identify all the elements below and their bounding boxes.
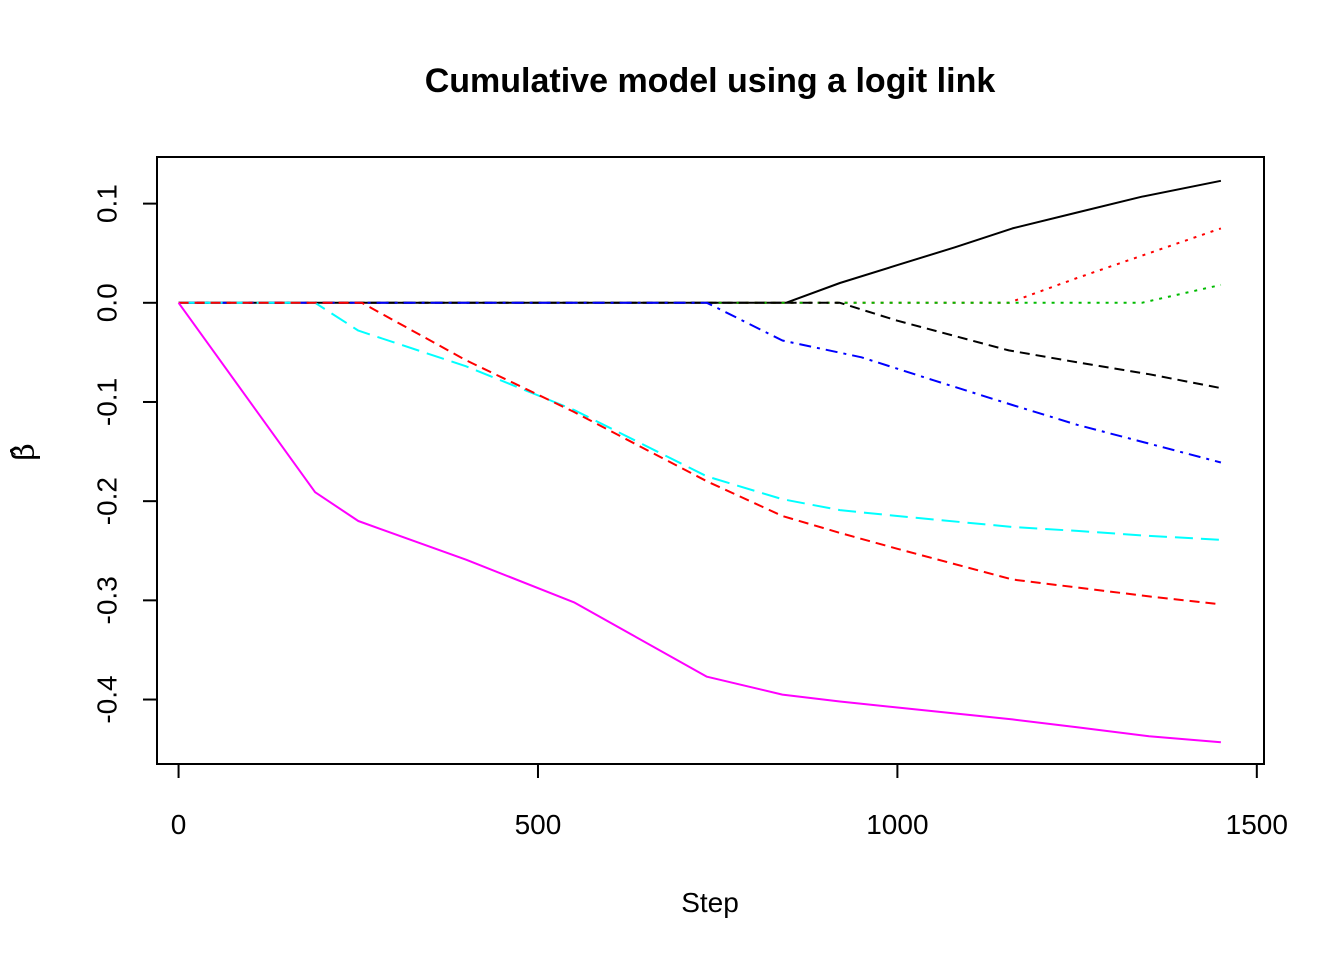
x-tick-label: 0 xyxy=(171,809,187,840)
y-tick-label: 0.0 xyxy=(91,283,122,322)
y-tick-label: -0.3 xyxy=(91,576,122,624)
x-tick-label: 1500 xyxy=(1226,809,1288,840)
y-tick-label: -0.4 xyxy=(91,675,122,723)
x-tick-label: 1000 xyxy=(866,809,928,840)
series-line-1 xyxy=(178,179,1222,304)
series-line-2 xyxy=(178,227,1222,304)
chart-title: Cumulative model using a logit link xyxy=(425,62,996,100)
series-line-7 xyxy=(178,301,1222,606)
plot-frame xyxy=(156,156,1265,765)
y-tick-label: -0.1 xyxy=(91,378,122,426)
series-line-3 xyxy=(178,283,1222,304)
y-tick-label: -0.2 xyxy=(91,477,122,525)
series-line-6 xyxy=(178,301,1221,541)
y-axis-label: β̂ xyxy=(7,443,42,460)
series-line-5 xyxy=(178,301,1222,464)
series-line-4 xyxy=(178,301,1222,390)
series-line-8 xyxy=(177,302,1221,744)
x-tick-label: 500 xyxy=(515,809,562,840)
y-tick-label: 0.1 xyxy=(91,184,122,223)
plot-area: 0 500 1000 1500 -0.4 -0.3 -0.2 -0.1 0.0 0.1 xyxy=(91,156,1288,840)
x-axis-label: Step xyxy=(681,887,739,918)
